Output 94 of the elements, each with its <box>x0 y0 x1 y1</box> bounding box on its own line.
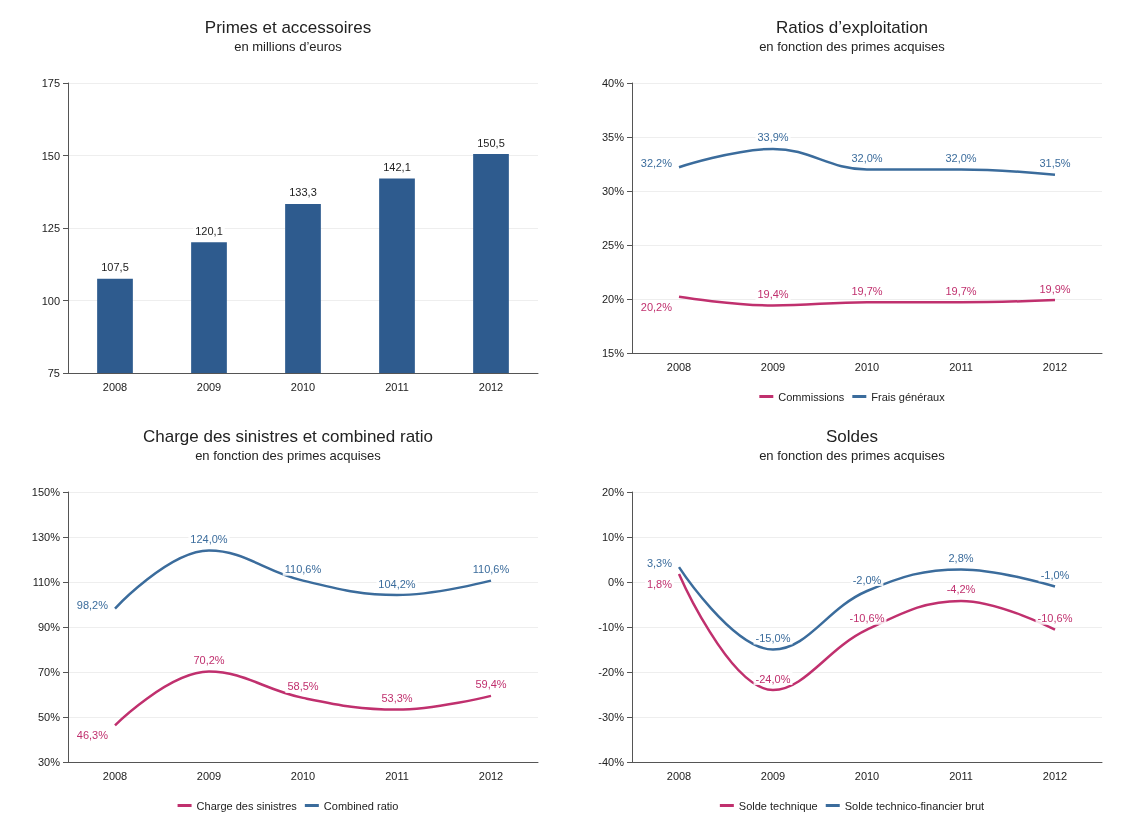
legend-label: Solde technico-financier brut <box>844 799 985 812</box>
data-label: 120,1 <box>195 224 223 237</box>
x-tick-label: 2011 <box>385 769 409 782</box>
data-label: 19,7% <box>851 284 883 297</box>
x-tick-label: 2008 <box>666 360 692 373</box>
data-label: 33,9% <box>757 131 789 144</box>
y-tick-label: 0% <box>608 576 625 588</box>
legend-label: Combined ratio <box>323 799 399 812</box>
data-label: 1,8% <box>646 577 673 590</box>
data-label: 107,5 <box>101 261 129 274</box>
y-tick-label: 150 <box>41 149 60 162</box>
y-tick-label: 125 <box>41 222 60 234</box>
x-tick-label: 2012 <box>478 380 504 393</box>
data-label: -10,6% <box>1037 612 1073 625</box>
y-tick-label: 90% <box>37 621 61 633</box>
data-label: 2,8% <box>948 551 974 564</box>
data-label: 98,2% <box>76 598 109 611</box>
chart-title: Primes et accessoires <box>204 18 372 37</box>
data-label: 142,1 <box>383 160 411 173</box>
data-label: 46,3% <box>76 729 109 742</box>
x-tick-label: 2009 <box>196 769 222 782</box>
data-label: 3,3% <box>646 557 673 570</box>
chart-title: Ratios d’exploitation <box>775 18 929 37</box>
data-label: 53,3% <box>381 692 413 705</box>
y-tick-label: -20% <box>598 666 625 678</box>
x-tick-label: 2012 <box>478 769 504 782</box>
data-label: -4,2% <box>946 583 976 596</box>
data-label: 19,9% <box>1039 282 1071 295</box>
data-label: 58,5% <box>287 680 319 693</box>
chart-subtitle: en fonction des primes acquises <box>759 39 946 54</box>
data-label: 32,0% <box>851 151 883 164</box>
x-tick-label: 2011 <box>385 380 409 393</box>
y-tick-label: 35% <box>601 131 625 143</box>
legend-label: Commissions <box>778 390 845 403</box>
data-label: 133,3 <box>289 186 317 199</box>
x-tick-label: 2010 <box>290 380 316 393</box>
y-tick-label: 30% <box>601 185 625 197</box>
x-tick-label: 2009 <box>196 380 222 393</box>
y-tick-label: -40% <box>598 756 625 768</box>
x-tick-label: 2010 <box>290 769 316 782</box>
chart-title: Charge des sinistres et combined ratio <box>142 427 434 446</box>
y-tick-label: 100 <box>41 294 60 307</box>
data-label: 104,2% <box>378 577 416 590</box>
y-tick-label: 150% <box>31 486 61 498</box>
data-label: 32,2% <box>640 157 673 170</box>
legend-label: Solde technique <box>738 799 818 812</box>
y-tick-label: 15% <box>601 347 625 359</box>
y-tick-label: 40% <box>601 77 625 89</box>
data-label: 31,5% <box>1039 157 1071 170</box>
x-tick-label: 2008 <box>102 380 128 393</box>
data-label: -24,0% <box>755 672 791 685</box>
x-tick-label: 2011 <box>949 769 973 782</box>
y-tick-label: 20% <box>601 486 625 498</box>
chart-subtitle: en millions d’euros <box>234 39 343 54</box>
x-tick-label: 2011 <box>949 360 973 373</box>
x-tick-label: 2009 <box>760 769 786 782</box>
data-label: 19,4% <box>757 287 789 300</box>
y-tick-label: 130% <box>31 531 61 543</box>
chart-subtitle: en fonction des primes acquises <box>759 448 946 463</box>
data-label: 110,6% <box>284 563 322 576</box>
y-tick-label: 175 <box>41 77 60 89</box>
y-tick-label: 70% <box>37 666 61 678</box>
data-label: 32,0% <box>945 151 977 164</box>
y-tick-label: 30% <box>37 756 61 768</box>
chart-subtitle: en fonction des primes acquises <box>195 448 382 463</box>
y-tick-label: 50% <box>37 711 61 723</box>
data-label: 124,0% <box>190 533 228 545</box>
x-tick-label: 2012 <box>1042 769 1068 782</box>
data-label: 110,6% <box>472 563 510 576</box>
x-tick-label: 2008 <box>102 769 128 782</box>
legend-label: Charge des sinistres <box>196 799 298 812</box>
data-label: -1,0% <box>1040 569 1070 581</box>
data-label: -15,0% <box>755 632 791 644</box>
data-label: 150,5 <box>477 136 505 149</box>
y-tick-label: 25% <box>601 239 625 251</box>
data-label: 59,4% <box>475 678 507 691</box>
legend-label: Frais généraux <box>871 390 946 403</box>
x-tick-label: 2010 <box>854 769 880 782</box>
y-tick-label: -30% <box>598 711 625 723</box>
y-tick-label: 110% <box>32 576 61 588</box>
data-label: -10,6% <box>849 612 885 625</box>
data-label: 20,2% <box>640 300 673 313</box>
x-tick-label: 2009 <box>760 360 786 373</box>
y-tick-label: 20% <box>601 293 625 305</box>
data-label: -2,0% <box>852 573 882 586</box>
data-label: 19,7% <box>945 284 977 297</box>
chart-title: Soldes <box>826 427 878 446</box>
x-tick-label: 2010 <box>854 360 880 373</box>
y-tick-label: 75 <box>47 367 60 379</box>
data-label: 70,2% <box>193 654 225 667</box>
y-tick-label: -10% <box>598 621 625 633</box>
x-tick-label: 2008 <box>666 769 692 782</box>
y-tick-label: 10% <box>601 531 625 543</box>
x-tick-label: 2012 <box>1042 360 1068 373</box>
